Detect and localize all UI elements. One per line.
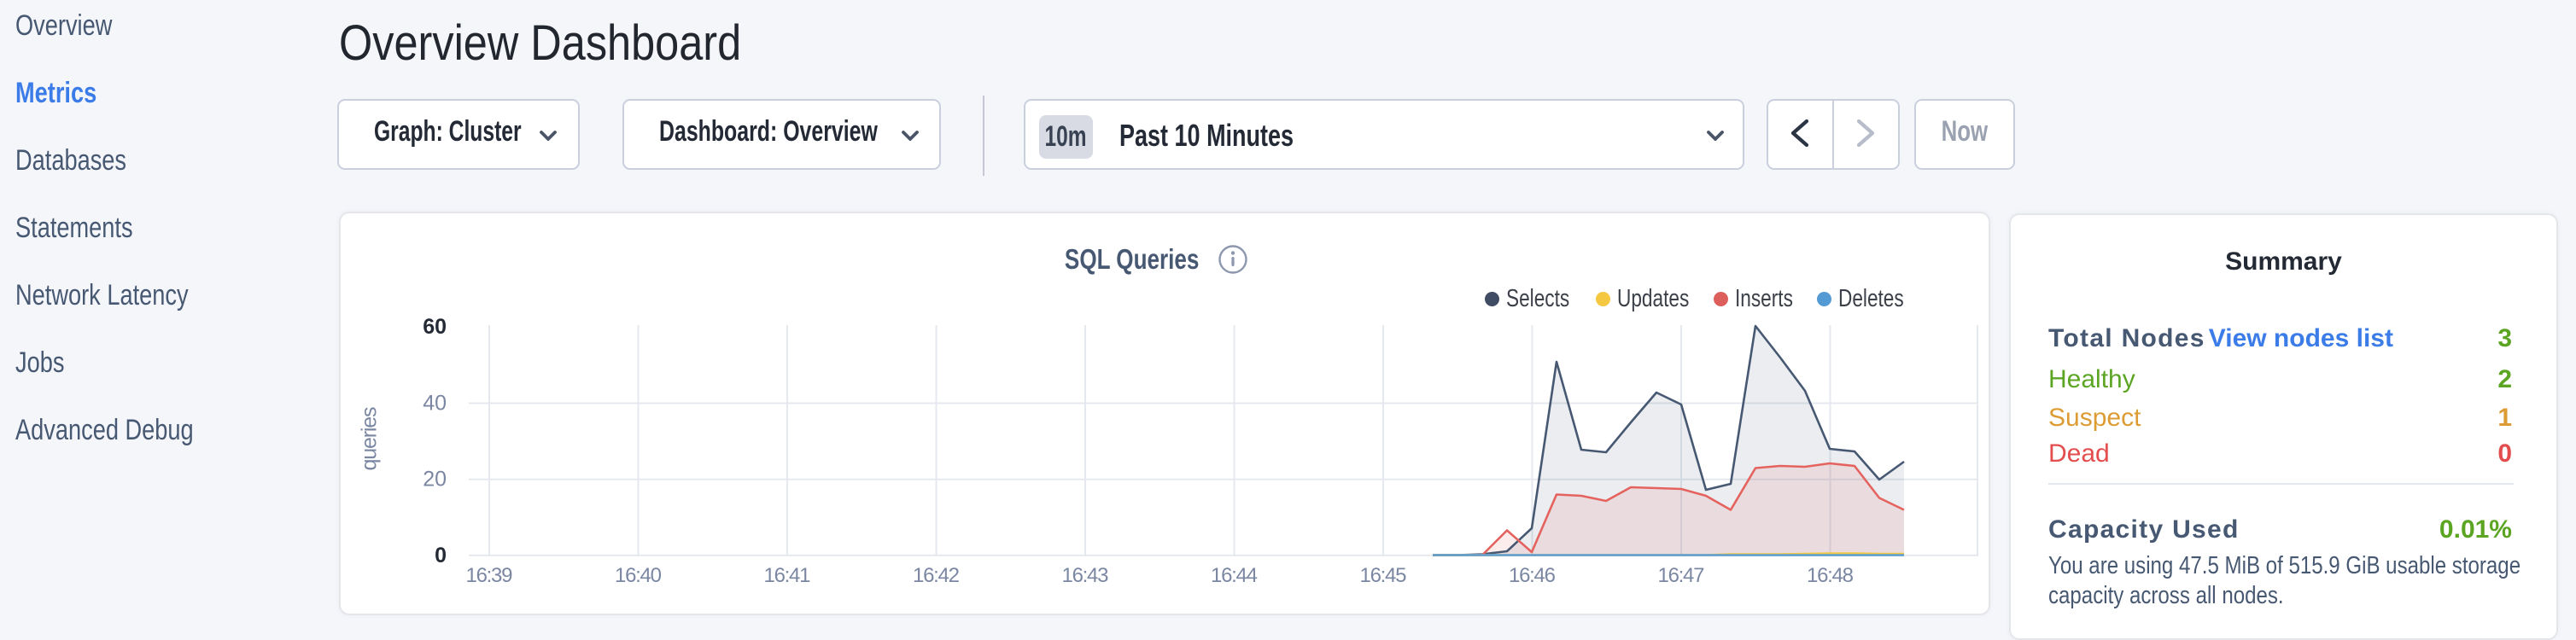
svg-text:queries: queries <box>358 407 382 471</box>
svg-text:16:42: 16:42 <box>913 564 960 587</box>
svg-text:16:44: 16:44 <box>1211 564 1258 587</box>
svg-text:16:39: 16:39 <box>466 564 513 587</box>
svg-text:60: 60 <box>423 315 447 339</box>
svg-text:16:40: 16:40 <box>615 564 662 587</box>
svg-text:16:47: 16:47 <box>1658 564 1705 587</box>
svg-text:16:45: 16:45 <box>1360 564 1407 587</box>
svg-text:16:43: 16:43 <box>1062 564 1109 587</box>
svg-text:0: 0 <box>435 544 447 567</box>
svg-text:16:46: 16:46 <box>1509 564 1556 587</box>
svg-text:16:48: 16:48 <box>1807 564 1854 587</box>
svg-text:40: 40 <box>423 392 447 416</box>
svg-text:16:41: 16:41 <box>764 564 811 587</box>
svg-text:20: 20 <box>423 468 447 492</box>
